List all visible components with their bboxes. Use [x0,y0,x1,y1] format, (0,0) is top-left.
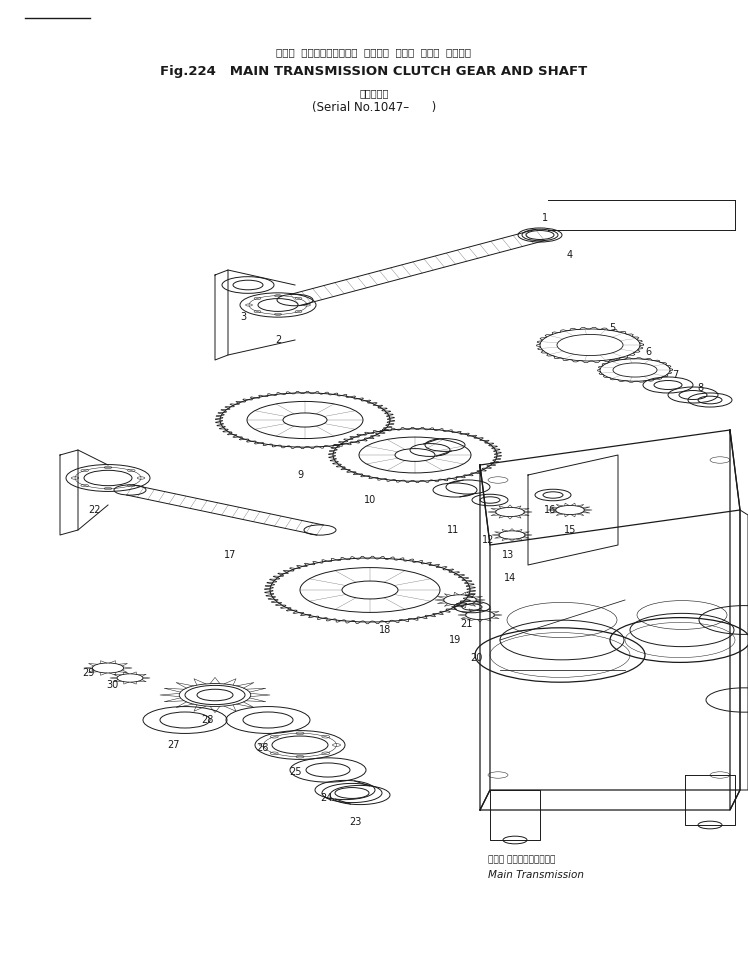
Text: 26: 26 [256,743,269,753]
Text: （適用号機: （適用号機 [359,88,389,98]
Text: 25: 25 [289,767,302,777]
Text: 12: 12 [482,535,494,545]
Text: 5: 5 [609,323,615,333]
Text: 28: 28 [200,715,213,725]
Text: 21: 21 [460,619,472,629]
Text: (Serial No.1047–      ): (Serial No.1047– ) [312,101,436,115]
Text: 2: 2 [275,335,281,345]
Text: 29: 29 [82,668,94,678]
Text: Main Transmission: Main Transmission [488,870,584,880]
Text: 10: 10 [364,495,376,505]
Text: 6: 6 [645,347,651,357]
Text: 30: 30 [106,680,118,690]
Text: 23: 23 [349,817,361,827]
Text: 3: 3 [240,312,246,322]
Text: 13: 13 [502,550,514,560]
Text: 4: 4 [567,250,573,260]
Text: メイン トランスミッション: メイン トランスミッション [488,856,555,865]
Text: 7: 7 [672,370,678,380]
Text: メイン  トランスミッション  クラッチ  ギヤー  および  シャフト: メイン トランスミッション クラッチ ギヤー および シャフト [277,47,471,57]
Text: 20: 20 [470,653,482,663]
Text: 16: 16 [544,505,556,515]
Text: 22: 22 [89,505,101,515]
Text: 9: 9 [297,470,303,480]
Text: 15: 15 [564,525,576,535]
Text: 18: 18 [379,625,391,635]
Text: 14: 14 [504,573,516,583]
Text: 27: 27 [168,740,180,750]
Text: 1: 1 [542,213,548,223]
Text: 24: 24 [320,793,332,803]
Text: 19: 19 [449,635,461,645]
Text: 8: 8 [697,383,703,393]
Text: 11: 11 [447,525,459,535]
Text: 17: 17 [224,550,236,560]
Text: Fig.224   MAIN TRANSMISSION CLUTCH GEAR AND SHAFT: Fig.224 MAIN TRANSMISSION CLUTCH GEAR AN… [160,66,588,78]
